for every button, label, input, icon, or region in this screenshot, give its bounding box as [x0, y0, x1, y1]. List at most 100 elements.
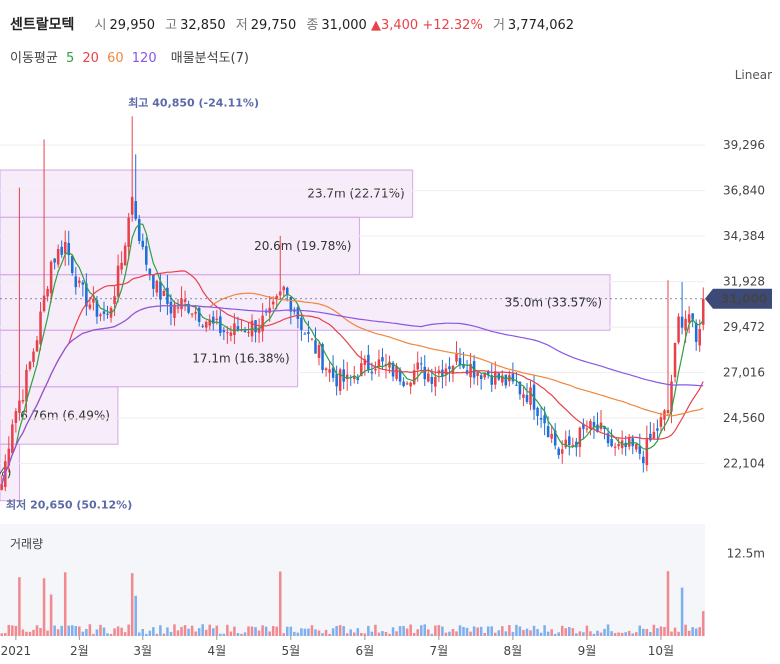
volume-bar: [610, 631, 613, 636]
indicator-bar[interactable]: 이동평균 5 20 60 120 매물분석도(7): [10, 47, 253, 66]
candle-body: [197, 307, 201, 322]
volume-bar: [120, 627, 123, 636]
candle-body: [684, 318, 687, 331]
candle-body: [427, 373, 430, 382]
close-label: 종: [306, 18, 319, 33]
candle-body: [236, 326, 240, 331]
candle-body: [687, 314, 691, 323]
candle-body: [275, 296, 278, 299]
volume-bar: [204, 629, 208, 636]
ma-120[interactable]: 120: [131, 51, 157, 66]
candle-body: [698, 329, 701, 346]
ma-60[interactable]: 60: [107, 51, 124, 66]
volume-bar: [402, 626, 405, 636]
volume-bar: [152, 627, 155, 636]
volume-bar: [130, 573, 134, 636]
candle-body: [701, 298, 705, 325]
candle-body: [39, 311, 42, 345]
volume-bar: [525, 628, 529, 636]
volume-bar: [356, 628, 360, 636]
volume-bar: [511, 632, 515, 636]
volume-bar: [564, 628, 568, 636]
volume-profile-label[interactable]: 매물분석도(7): [170, 51, 249, 66]
candle-body: [592, 421, 596, 427]
volume-bar: [303, 628, 307, 636]
volume-bar: [448, 631, 451, 636]
volume-bar: [680, 587, 684, 636]
scale-mode[interactable]: Linear: [734, 68, 772, 82]
volume-bar: [92, 633, 95, 636]
volume-bar: [687, 630, 691, 636]
volume-bar: [194, 631, 197, 636]
candle-body: [159, 281, 162, 300]
candle-body: [0, 484, 4, 490]
candle-body: [204, 321, 208, 328]
volume-bar: [109, 633, 113, 636]
ma-5[interactable]: 5: [65, 51, 75, 66]
volume-panel: 거래량 12.5m: [0, 524, 765, 636]
volume-bar: [240, 633, 243, 636]
grid: [0, 144, 705, 465]
candle-body: [585, 428, 589, 430]
volume-bar: [617, 632, 620, 636]
ma-20[interactable]: 20: [82, 51, 99, 66]
volume-bar: [638, 625, 642, 636]
volume-bar: [395, 631, 398, 636]
candle-body: [501, 375, 504, 383]
candle-body: [638, 446, 642, 454]
candle-body: [226, 332, 229, 334]
candle-body: [78, 280, 81, 283]
candle-body: [95, 300, 99, 317]
volume-bar: [631, 633, 635, 636]
x-tick-label: 7월: [430, 644, 449, 658]
candle-body: [486, 371, 490, 375]
volume-bar: [49, 594, 53, 636]
volume-bar: [599, 632, 603, 636]
candle-body: [120, 262, 123, 270]
volume-bar: [377, 632, 381, 636]
volume-bar: [145, 633, 148, 636]
candle-body: [190, 313, 194, 315]
volume-panel-bg: [0, 524, 705, 636]
candle-body: [476, 372, 479, 376]
candle-body: [694, 322, 698, 342]
candle-body: [493, 371, 497, 385]
candle-body: [645, 438, 649, 466]
volume-bar: [543, 625, 546, 636]
volume-bar: [307, 628, 310, 636]
volume-bar: [95, 629, 99, 636]
volume-bar: [7, 624, 11, 636]
volume-bar: [300, 628, 303, 636]
candle-body: [102, 311, 106, 314]
candle-body: [74, 276, 78, 288]
ma-line-120: [1, 304, 704, 485]
candle-body: [303, 333, 307, 335]
open-value: 29,950: [109, 18, 156, 33]
volume-bar: [698, 627, 701, 636]
volume-bar: [360, 632, 363, 636]
volume-bar: [642, 628, 645, 636]
candle-body: [511, 373, 515, 382]
candle-body: [606, 433, 610, 444]
volume-bar: [180, 626, 183, 636]
candle-body: [56, 248, 60, 265]
candle-body: [46, 288, 49, 297]
volume-bar: [518, 626, 522, 636]
candle-body: [176, 307, 180, 309]
candle-body: [578, 427, 582, 448]
volume-bar: [21, 629, 25, 636]
volume-bar: [113, 628, 116, 636]
candle-body: [289, 297, 293, 312]
volume-bar: [25, 631, 28, 636]
candle-body: [183, 299, 187, 302]
candle-body: [441, 369, 444, 377]
volume-bar: [529, 630, 532, 636]
volume-bar: [32, 629, 35, 636]
volume-bar: [391, 627, 395, 636]
volume-bar: [652, 624, 656, 636]
volume-bar: [53, 625, 56, 636]
candle-body: [60, 246, 63, 255]
candle-body: [222, 330, 226, 333]
candle-body: [680, 316, 684, 328]
